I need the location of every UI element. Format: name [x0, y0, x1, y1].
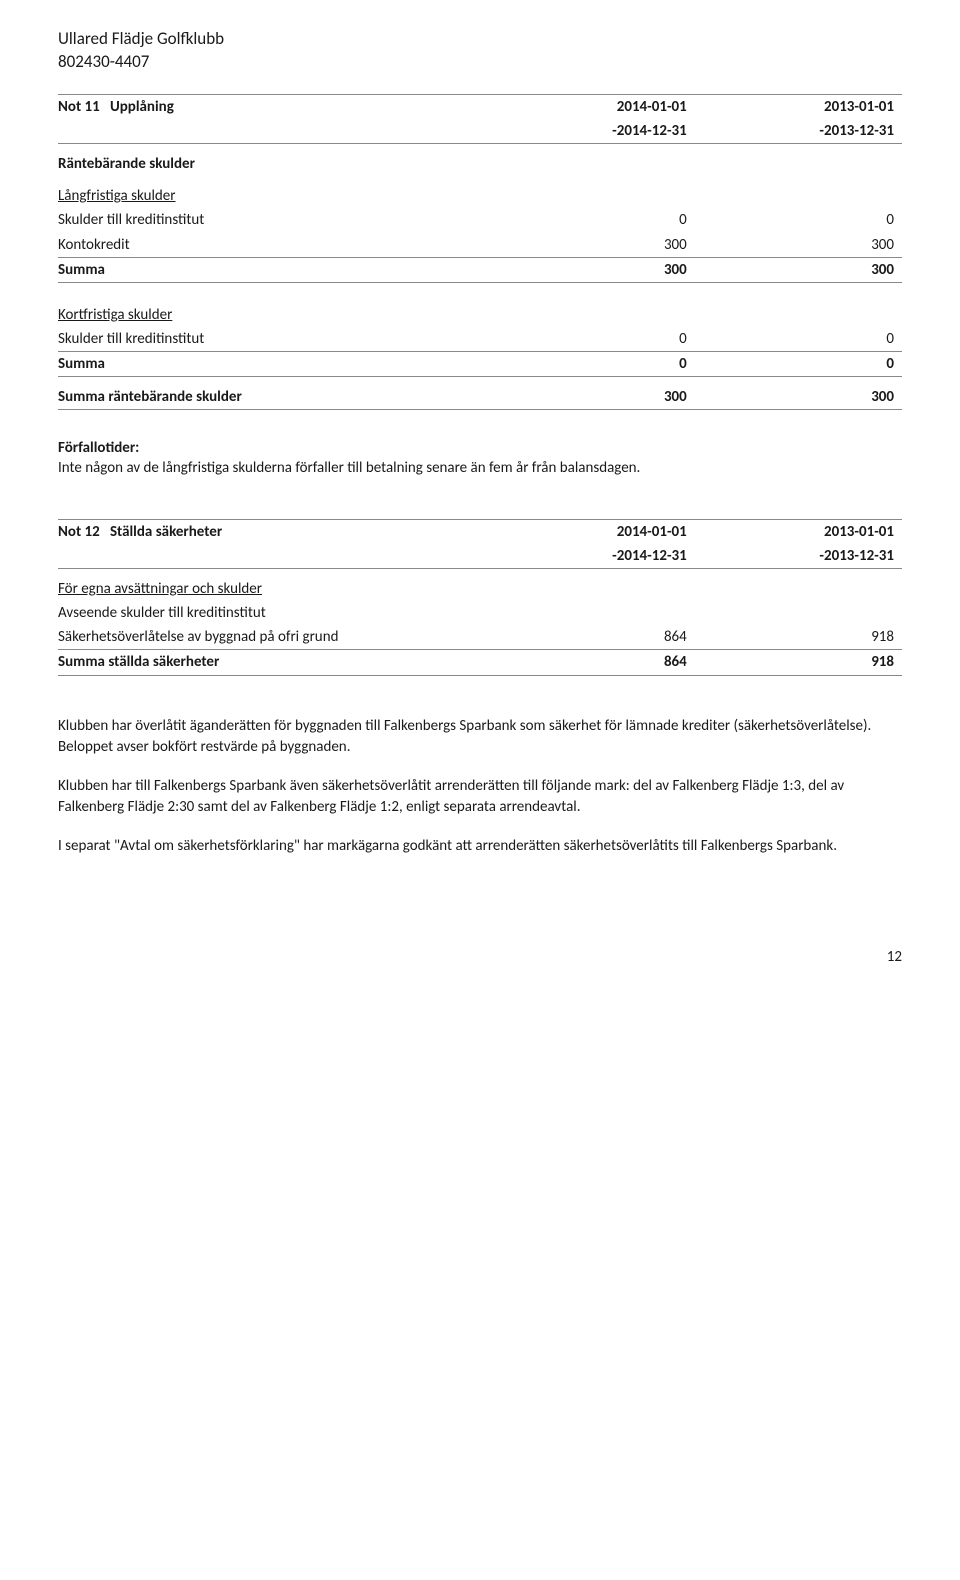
not11-tot-v1: 300 [548, 385, 725, 410]
not11-lf-r2-v2: 300 [725, 233, 902, 258]
not11-rb-head: Räntebärande skulder [58, 152, 548, 176]
not11-lf-sum-v2: 300 [725, 257, 902, 282]
not11-lf-r1-label: Skulder till kreditinstitut [58, 208, 548, 232]
not11-heading: Not 11 Upplåning [58, 94, 548, 119]
not12-title: Ställda säkerheter [110, 523, 222, 541]
not12-r1-label: Säkerhetsöverlåtelse av byggnad på ofri … [58, 625, 548, 650]
not11-col1a: 2014-01-01 [548, 94, 725, 119]
not11-table: Not 11 Upplåning 2014-01-01 2013-01-01 -… [58, 94, 902, 410]
not12-table: Not 12 Ställda säkerheter 2014-01-01 201… [58, 519, 902, 676]
not11-no: Not 11 [58, 98, 100, 116]
not12-r1-v1: 864 [548, 625, 725, 650]
not12-heading: Not 12 Ställda säkerheter [58, 519, 548, 544]
not12-col2b: -2013-12-31 [725, 544, 902, 569]
not11-forf-head: Förfallotider: [58, 438, 902, 458]
not12-col1b: -2014-12-31 [548, 544, 725, 569]
not11-kf-head: Kortfristiga skulder [58, 303, 548, 327]
not11-kf-r1-v2: 0 [725, 327, 902, 352]
page-number: 12 [58, 947, 902, 967]
not11-tot-v2: 300 [725, 385, 902, 410]
para-3: I separat "Avtal om säkerhetsförklaring"… [58, 836, 902, 857]
para-1: Klubben har överlåtit äganderätten för b… [58, 716, 902, 758]
not11-lf-r2-v1: 300 [548, 233, 725, 258]
not12-sum-v2: 918 [725, 650, 902, 675]
not11-kf-r1-v1: 0 [548, 327, 725, 352]
not11-kf-sum-v1: 0 [548, 352, 725, 377]
not11-lf-r1-v2: 0 [725, 208, 902, 232]
not12-sub2: Avseende skulder till kreditinstitut [58, 601, 548, 625]
not11-tot-label: Summa räntebärande skulder [58, 385, 548, 410]
not12-no: Not 12 [58, 523, 100, 541]
not12-sum-label: Summa ställda säkerheter [58, 650, 548, 675]
not11-kf-sum-label: Summa [58, 352, 548, 377]
not11-lf-r1-v1: 0 [548, 208, 725, 232]
para-2: Klubben har till Falkenbergs Sparbank äv… [58, 776, 902, 818]
not11-kf-r1-label: Skulder till kreditinstitut [58, 327, 548, 352]
not11-col1b: -2014-12-31 [548, 119, 725, 144]
not11-kf-sum-v2: 0 [725, 352, 902, 377]
not12-col1a: 2014-01-01 [548, 519, 725, 544]
not11-lf-sum-label: Summa [58, 257, 548, 282]
not11-col2b: -2013-12-31 [725, 119, 902, 144]
not12-sub1: För egna avsättningar och skulder [58, 577, 548, 601]
not11-lf-r2-label: Kontokredit [58, 233, 548, 258]
doc-orgno: 802430-4407 [58, 51, 902, 74]
not11-forf-text: Inte någon av de långfristiga skulderna … [58, 458, 902, 478]
not12-sum-v1: 864 [548, 650, 725, 675]
doc-title: Ullared Flädje Golfklubb [58, 28, 902, 51]
not11-col2a: 2013-01-01 [725, 94, 902, 119]
not11-title: Upplåning [110, 98, 174, 116]
not11-lf-sum-v1: 300 [548, 257, 725, 282]
not12-col2a: 2013-01-01 [725, 519, 902, 544]
not11-lf-head: Långfristiga skulder [58, 184, 548, 208]
not12-r1-v2: 918 [725, 625, 902, 650]
